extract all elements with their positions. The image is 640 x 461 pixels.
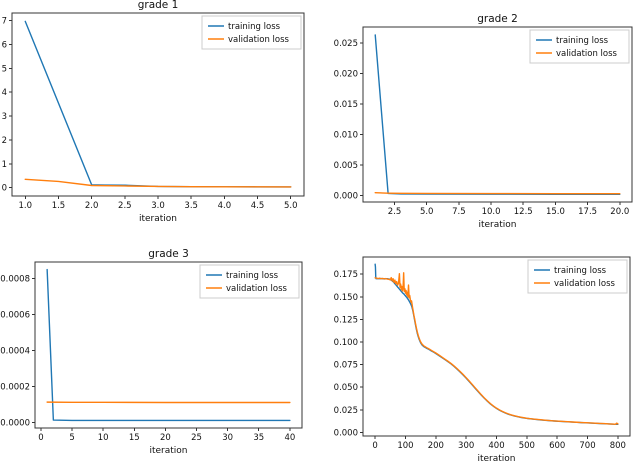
y-tick-label: 0.025 [334,406,358,416]
y-tick-label: 0.0008 [0,275,30,285]
x-tick-label: 3.5 [184,201,198,211]
x-tick-label: 3.0 [151,201,165,211]
x-axis-label: iteration [149,446,187,456]
subplot-grade-2: 2.5 5.0 7.5 10.0 12.5 15.0 17.5 20.0 0.000 0.005 0… [320,0,640,230]
x-tick-label: 2.0 [85,201,99,211]
series-line-validation [24,178,292,188]
legend-box [201,15,302,50]
y-tick-label: 4 [2,88,7,98]
x-tick-label: 2.5 [118,201,132,211]
legend-label: validation loss [226,284,288,294]
series-line-validation [374,272,619,426]
x-tick-label: 1.5 [52,201,66,211]
legend-label: training loss [556,36,609,46]
axes-spines [34,261,303,429]
x-tick-label: 40 [284,433,295,443]
y-tick-label: 0.100 [334,338,358,348]
legend-label: validation loss [554,279,616,289]
y-tick-label: 0.150 [334,293,358,303]
y-tick-label: 0.0000 [0,418,30,428]
x-tick-label: 17.5 [578,207,597,217]
y-tick-label: 0 [2,184,7,194]
y-tick-label: 3 [2,112,7,122]
y-tick-label: 0.015 [334,100,358,110]
x-tick-label: 4.0 [218,201,232,211]
x-axis-label: iteration [478,220,516,230]
y-tick-label: 0.050 [334,383,358,393]
x-tick-label: 500 [519,441,535,451]
y-tick-label: 0.025 [334,39,358,49]
chart-canvas-grade-3: 0 5 10 15 20 25 30 35 40 0.0000 0.0002 0.0004 0.0006… [0,248,303,456]
x-tick-label: 4.5 [251,201,265,211]
x-tick-label: 30 [222,433,233,443]
x-tick-label: 20 [160,433,171,443]
legend-label: training loss [228,22,281,32]
axes-spines [362,26,633,203]
chart-canvas-untitled: 0 100 200 300 400 500 600 700 800 0.000 0.025 0.050… [334,256,631,461]
legend-box [199,264,300,299]
chart-title: grade 2 [477,13,518,25]
x-tick-label: 35 [253,433,264,443]
y-tick-label: 0.175 [334,270,358,280]
x-tick-label: 10 [98,433,109,443]
x-tick-label: 5 [69,433,74,443]
x-tick-label: 5.0 [284,201,298,211]
chart-canvas-grade-1: 1.0 1.5 2.0 2.5 3.0 3.5 4.0 4.5 5.0 0 1 2 3 4 5 6 7 grade… [2,0,305,224]
y-tick-label: 6 [2,40,7,50]
legend-box [529,29,630,64]
x-tick-label: 400 [488,441,504,451]
chart-title: grade 1 [138,0,179,11]
x-tick-label: 7.5 [452,207,466,217]
chart-canvas-grade-2: 2.5 5.0 7.5 10.0 12.5 15.0 17.5 20.0 0.000 0.005 0… [334,13,633,230]
y-tick-label: 0.005 [334,161,358,171]
y-tick-label: 0.000 [334,428,358,438]
chart-title: grade 3 [148,248,189,260]
x-tick-label: 15 [129,433,140,443]
subplot-grade-3: 0 5 10 15 20 25 30 35 40 0.0000 0.0002 0.0004 0.0006… [0,230,320,461]
legend-label: validation loss [556,49,618,59]
subplot-grade-1: 1.0 1.5 2.0 2.5 3.0 3.5 4.0 4.5 5.0 0 1 2 3 4 5 6 7 grade… [0,0,320,230]
y-tick-label: 2 [2,136,7,146]
x-tick-label: 25 [191,433,202,443]
y-tick-label: 0.010 [334,130,358,140]
y-tick-label: 5 [2,64,7,74]
x-tick-label: 15.0 [546,207,565,217]
x-axis-label: iteration [139,214,177,224]
x-tick-label: 20.0 [610,207,629,217]
y-tick-label: 0.0002 [0,382,30,392]
legend-label: validation loss [228,35,290,45]
x-tick-label: 1.0 [19,201,33,211]
legend-label: training loss [226,271,279,281]
x-tick-label: 700 [579,441,595,451]
x-tick-label: 5.0 [420,207,434,217]
y-tick-label: 1 [2,160,7,170]
legend-box [527,259,628,294]
x-tick-label: 200 [428,441,444,451]
legend-label: training loss [554,266,607,276]
x-tick-label: 10.0 [482,207,501,217]
x-tick-label: 0 [38,433,43,443]
x-tick-label: 0 [372,441,377,451]
y-tick-label: 0.075 [334,361,358,371]
x-axis-label: iteration [477,454,515,461]
y-tick-label: 0.020 [334,69,358,79]
x-tick-label: 100 [397,441,413,451]
y-tick-label: 7 [2,17,7,27]
y-tick-label: 0.0004 [0,346,30,356]
x-tick-label: 2.5 [388,207,402,217]
y-tick-label: 0.0006 [0,310,30,320]
x-tick-label: 12.5 [514,207,533,217]
series-line-training [46,268,291,422]
y-tick-label: 0.125 [334,315,358,325]
series-line-validation [374,192,621,195]
subplot-untitled: 0 100 200 300 400 500 600 700 800 0.000 0.025 0.050… [320,230,640,461]
x-tick-label: 300 [458,441,474,451]
y-tick-label: 0.000 [334,191,358,201]
x-tick-label: 800 [610,441,626,451]
x-tick-label: 600 [549,441,565,451]
